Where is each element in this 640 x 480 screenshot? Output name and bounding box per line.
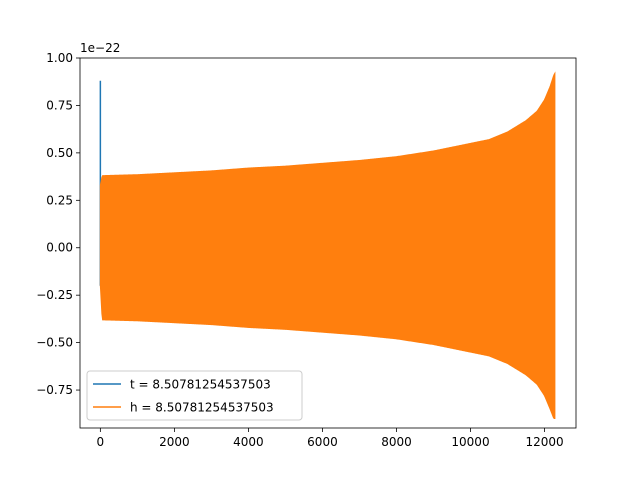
x-tick-label: 12000 [525,435,563,449]
y-tick-label: −0.50 [36,336,73,350]
x-tick-label: 10000 [451,435,489,449]
x-axis: 0 2000 4000 6000 8000 10000 12000 [97,428,564,449]
y-tick-label: −0.25 [36,288,73,302]
y-tick-label: −0.75 [36,383,73,397]
plot-area [99,71,556,420]
legend-label-h: h = 8.50781254537503 [130,401,274,415]
x-tick-label: 4000 [233,435,264,449]
series-h-line [99,71,556,420]
legend: t = 8.50781254537503 h = 8.5078125453750… [86,370,303,421]
axes-frame [79,57,577,429]
y-axis: −0.75 −0.50 −0.25 0.00 0.25 0.50 0.75 1.00 [36,51,80,397]
y-tick-label: 1.00 [46,51,73,65]
legend-label-t: t = 8.50781254537503 [130,378,271,392]
y-tick-label: 0.25 [46,193,73,207]
x-tick-label: 6000 [307,435,338,449]
y-tick-label: 0.00 [46,241,73,255]
legend-box [86,370,303,421]
x-tick-label: 0 [97,435,105,449]
y-scale-multiplier: 1e−22 [80,41,120,55]
y-tick-label: 0.50 [46,146,73,160]
x-tick-label: 8000 [381,435,412,449]
y-tick-label: 0.75 [46,98,73,112]
x-tick-label: 2000 [159,435,190,449]
